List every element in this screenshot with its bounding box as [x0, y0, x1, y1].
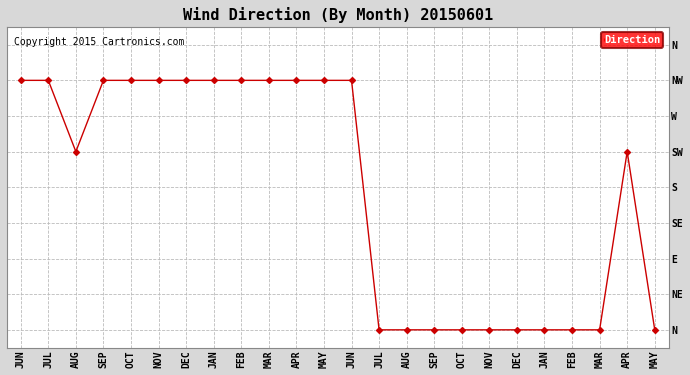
Title: Wind Direction (By Month) 20150601: Wind Direction (By Month) 20150601: [183, 7, 493, 23]
Text: Copyright 2015 Cartronics.com: Copyright 2015 Cartronics.com: [14, 36, 184, 46]
Legend: Direction: Direction: [601, 32, 663, 48]
